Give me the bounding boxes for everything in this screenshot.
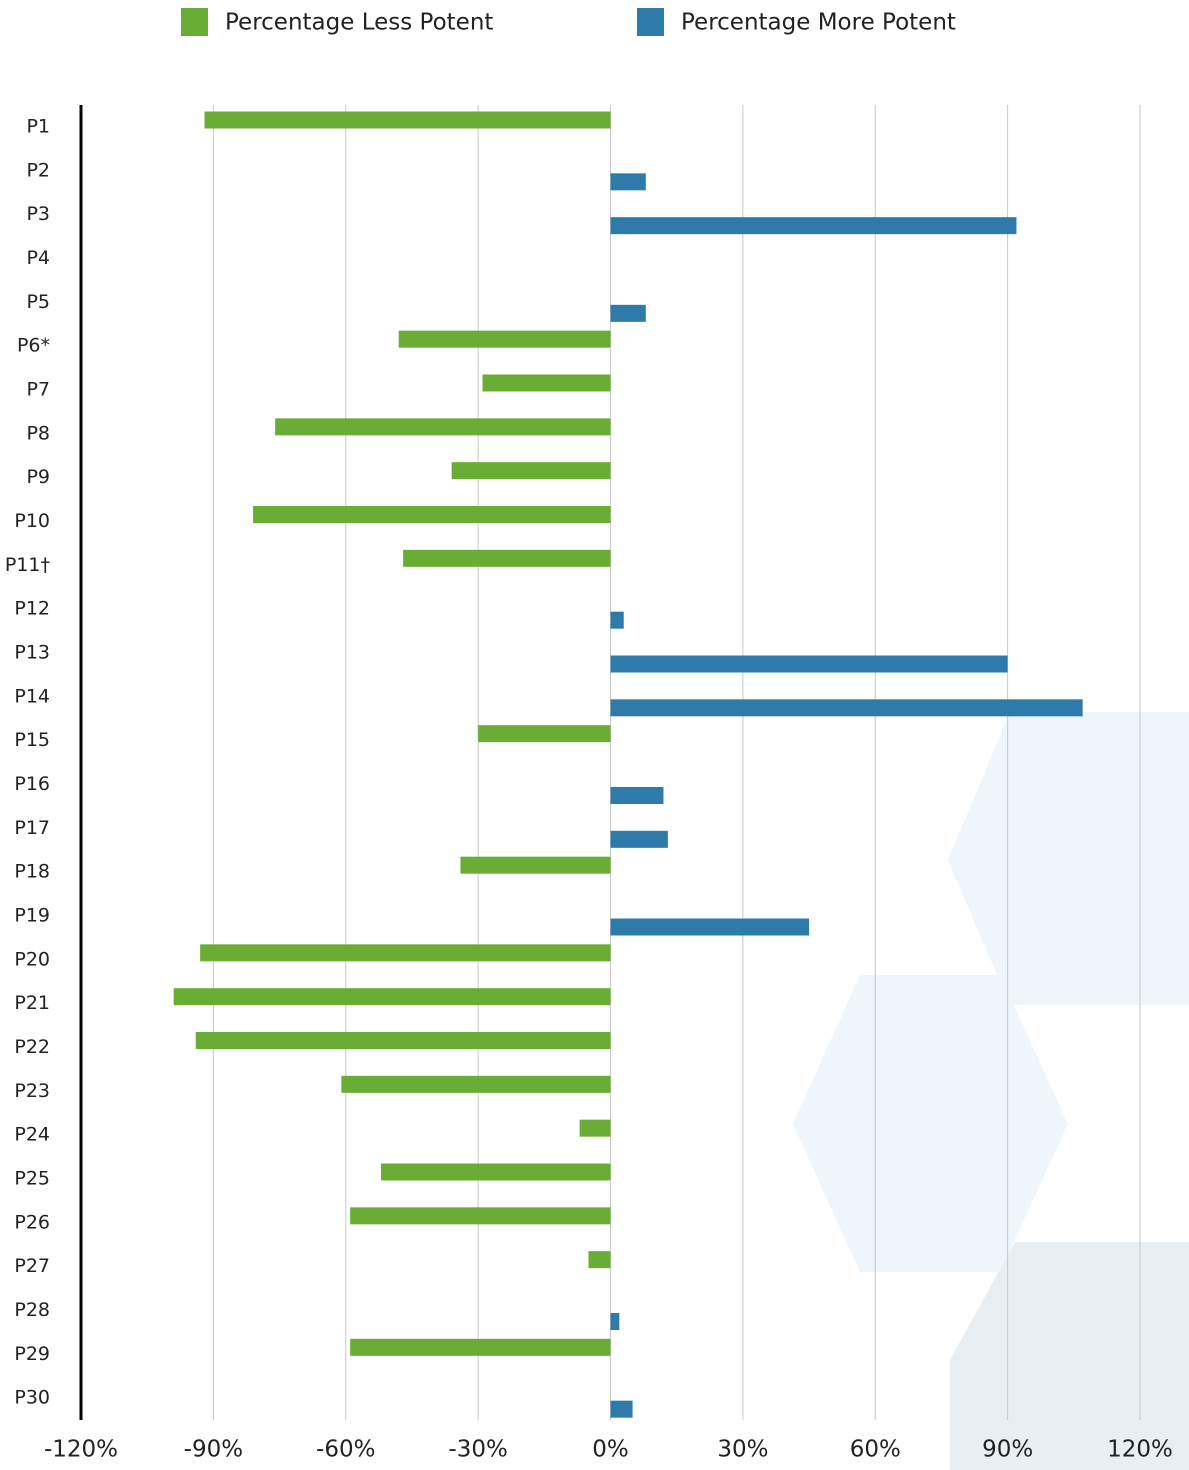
y-tick-label: P18 (14, 861, 50, 883)
y-tick-label: P5 (26, 291, 50, 313)
legend-label: Percentage Less Potent (225, 10, 493, 36)
y-tick-label: P10 (14, 510, 50, 532)
y-tick-label: P14 (14, 685, 50, 707)
x-tick-label: 60% (850, 1437, 901, 1463)
y-tick-label: P26 (14, 1211, 50, 1233)
y-tick-label: P29 (14, 1343, 50, 1365)
bar (610, 787, 664, 804)
bar (610, 173, 646, 191)
bar (610, 655, 1008, 673)
y-tick-label: P9 (26, 466, 50, 488)
bar (398, 330, 611, 348)
bar (588, 1251, 611, 1269)
y-tick-label: P6* (17, 335, 50, 357)
y-tick-label: P16 (14, 773, 50, 795)
y-tick-label: P27 (14, 1255, 50, 1277)
bar (350, 1338, 611, 1356)
bar (341, 1075, 611, 1093)
bar (610, 918, 810, 936)
y-tick-label: P25 (14, 1168, 50, 1190)
y-tick-label: P7 (26, 379, 50, 401)
y-tick-label: P15 (14, 729, 50, 751)
x-tick-label: 90% (982, 1437, 1033, 1463)
y-tick-label: P11† (5, 554, 50, 576)
y-tick-label: P8 (26, 422, 50, 444)
y-tick-label: P13 (14, 642, 50, 664)
bar (460, 856, 611, 874)
y-tick-label: P21 (14, 992, 50, 1014)
y-tick-label: P2 (26, 159, 50, 181)
bar (579, 1119, 611, 1137)
bar (253, 506, 611, 523)
y-tick-label: P19 (14, 905, 50, 927)
bar (451, 462, 611, 480)
bar (204, 111, 611, 129)
y-tick-label: P17 (14, 817, 50, 839)
legend-swatch (637, 8, 664, 36)
y-tick-label: P4 (26, 247, 50, 269)
y-tick-label: P1 (26, 116, 50, 138)
legend-swatch (181, 8, 208, 36)
y-tick-label: P20 (14, 948, 50, 970)
x-tick-label: -90% (184, 1437, 243, 1463)
y-tick-label: P12 (14, 598, 50, 620)
x-tick-label: -60% (316, 1437, 375, 1463)
bar (478, 725, 611, 743)
bar (610, 217, 1017, 235)
y-tick-label: P30 (14, 1387, 50, 1409)
bar (403, 549, 611, 567)
legend-label: Percentage More Potent (681, 10, 956, 36)
x-tick-label: -120% (44, 1437, 118, 1463)
background-decoration (793, 712, 1189, 1470)
bar (610, 1313, 620, 1330)
y-tick-label: P24 (14, 1124, 50, 1146)
bar (610, 611, 624, 629)
bar (610, 304, 646, 322)
bar (610, 830, 668, 848)
bar (610, 1400, 633, 1418)
bar (381, 1163, 611, 1181)
bar (200, 944, 611, 962)
bar (610, 699, 1083, 717)
x-tick-label: 30% (717, 1437, 768, 1463)
y-tick-label: P28 (14, 1299, 50, 1321)
bar (275, 418, 611, 436)
y-tick-label: P22 (14, 1036, 50, 1058)
bar (482, 374, 611, 392)
bar (173, 988, 611, 1006)
y-tick-label: P23 (14, 1080, 50, 1102)
x-tick-label: -30% (448, 1437, 507, 1463)
y-tick-label: P3 (26, 203, 50, 225)
bar (350, 1207, 611, 1225)
x-tick-label: 0% (592, 1437, 629, 1463)
bar (195, 1032, 611, 1049)
x-tick-label: 120% (1107, 1437, 1173, 1463)
